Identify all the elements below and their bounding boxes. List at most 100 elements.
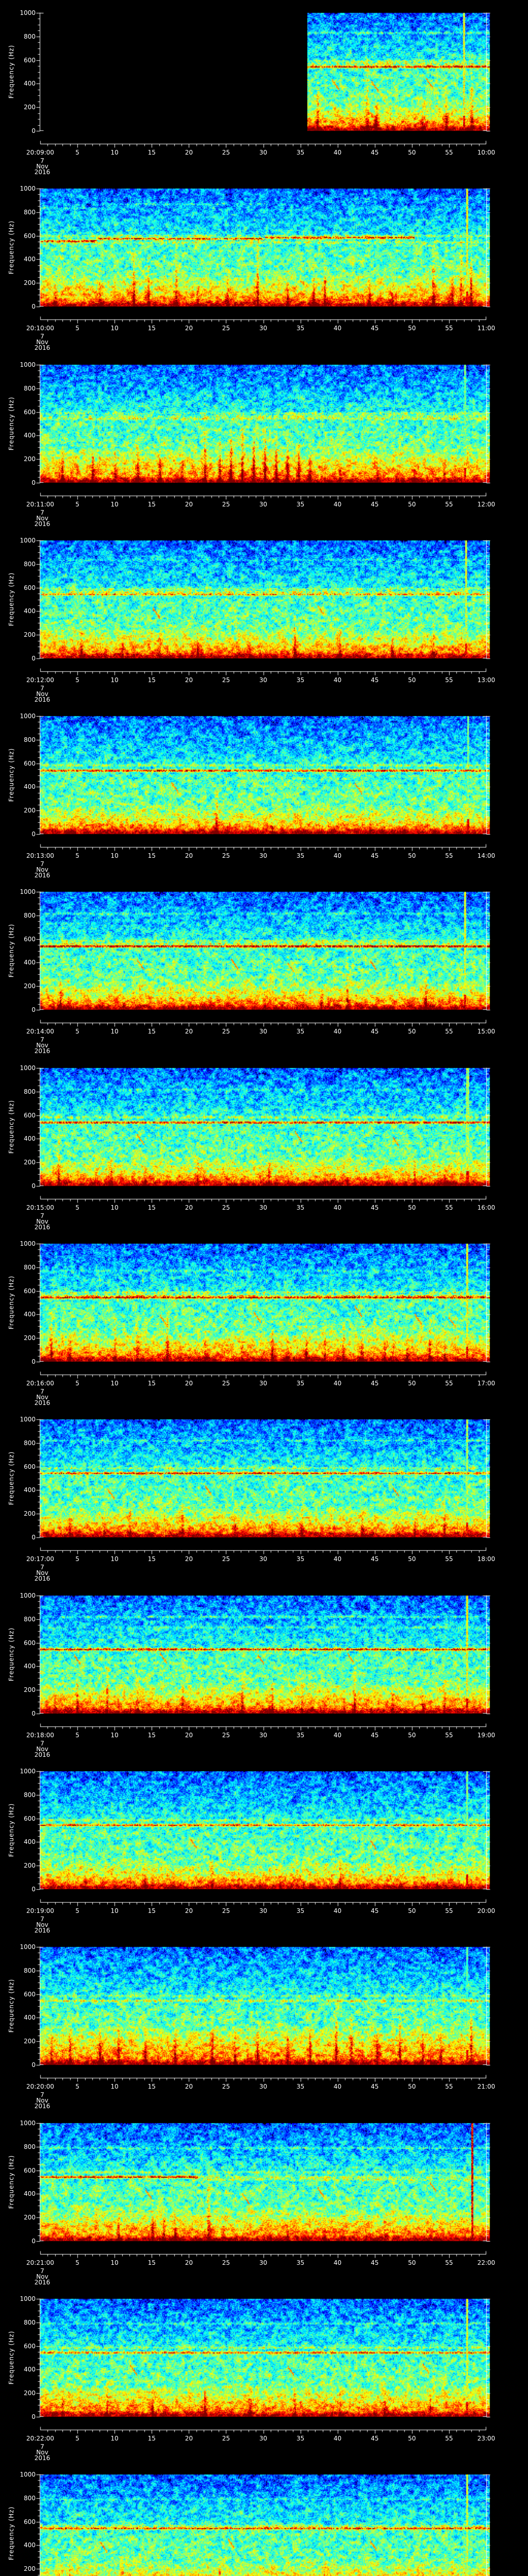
minute-tick-label: 55 [445, 1028, 453, 1035]
freq-tick-label: 400 [24, 1663, 36, 1670]
minute-tick-label: 50 [408, 1907, 416, 1914]
minute-tick-label: 5 [75, 149, 79, 156]
freq-tick-label: 600 [24, 232, 36, 240]
minute-tick-label: 5 [75, 676, 79, 684]
xaxis-end-time-label: 16:00 [477, 1204, 496, 1211]
freq-axis-title: Frequency (Hz) [8, 1451, 15, 1505]
freq-tick-label: 200 [24, 1862, 36, 1870]
minute-tick-label: 15 [147, 852, 156, 859]
date-day-label: 7 [40, 2091, 44, 2098]
freq-tick-label: 0 [31, 1006, 36, 1013]
date-month-label: Nov [36, 690, 48, 698]
freq-tick-label: 0 [31, 479, 36, 486]
freq-axis-title: Frequency (Hz) [8, 2330, 15, 2385]
freq-tick-label: 200 [24, 807, 36, 815]
minute-tick-label: 25 [222, 1732, 230, 1739]
freq-tick-label: 600 [24, 2342, 36, 2350]
freq-tick-label: 800 [24, 2318, 36, 2326]
minute-tick-label: 30 [259, 2083, 268, 2090]
spectrogram-panel: Frequency (Hz) 20:13:00 14:00 7 Nov 2016… [0, 703, 528, 879]
spectrogram-canvas [0, 1934, 528, 2110]
minute-tick-label: 45 [371, 325, 379, 332]
minute-tick-label: 5 [75, 1028, 79, 1035]
minute-tick-label: 15 [147, 1907, 156, 1914]
freq-tick-label: 600 [24, 1463, 36, 1470]
minute-tick-label: 30 [259, 2435, 268, 2442]
minute-tick-label: 35 [296, 676, 305, 684]
minute-tick-label: 10 [110, 2259, 119, 2266]
minute-tick-label: 40 [334, 676, 342, 684]
freq-tick-label: 200 [24, 279, 36, 287]
minute-tick-label: 35 [296, 1204, 305, 1211]
minute-tick-label: 5 [75, 1380, 79, 1387]
freq-tick-label: 1000 [20, 1768, 36, 1775]
freq-tick-label: 0 [31, 303, 36, 310]
freq-tick-label: 800 [24, 911, 36, 919]
minute-tick-label: 15 [147, 676, 156, 684]
freq-tick-label: 400 [24, 1486, 36, 1494]
xaxis-start-time-label: 20:10:00 [26, 325, 54, 332]
freq-tick-label: 1000 [20, 1064, 36, 1072]
minute-tick-label: 25 [222, 2083, 230, 2090]
minute-tick-label: 45 [371, 1907, 379, 1914]
freq-tick-label: 400 [24, 80, 36, 88]
minute-tick-label: 35 [296, 2435, 305, 2442]
date-day-label: 7 [40, 685, 44, 692]
freq-tick-label: 1000 [20, 1943, 36, 1951]
freq-tick-label: 1000 [20, 2295, 36, 2302]
minute-tick-label: 30 [259, 325, 268, 332]
minute-tick-label: 10 [110, 325, 119, 332]
minute-tick-label: 10 [110, 1204, 119, 1211]
freq-tick-label: 1000 [20, 2120, 36, 2127]
spectrogram-panel: Frequency (Hz) 20:23:00 24:00 7 Nov 2016… [0, 2462, 528, 2576]
freq-tick-label: 600 [24, 408, 36, 416]
date-month-label: Nov [36, 2273, 48, 2280]
minute-tick-label: 20 [185, 852, 193, 859]
minute-tick-label: 40 [334, 1907, 342, 1914]
minute-tick-label: 35 [296, 149, 305, 156]
minute-tick-label: 30 [259, 1028, 268, 1035]
minute-tick-label: 25 [222, 1380, 230, 1387]
minute-tick-label: 15 [147, 2435, 156, 2442]
minute-tick-label: 45 [371, 1732, 379, 1739]
minute-tick-label: 40 [334, 2435, 342, 2442]
spectrogram-canvas [0, 2286, 528, 2462]
minute-tick-label: 15 [147, 1028, 156, 1035]
minute-tick-label: 55 [445, 676, 453, 684]
date-month-label: Nov [36, 163, 48, 170]
freq-tick-label: 400 [24, 2541, 36, 2549]
freq-tick-label: 400 [24, 432, 36, 439]
date-year-label: 2016 [34, 872, 51, 879]
minute-tick-label: 20 [185, 1555, 193, 1563]
minute-tick-label: 55 [445, 2435, 453, 2442]
minute-tick-label: 20 [185, 149, 193, 156]
minute-tick-label: 15 [147, 1204, 156, 1211]
minute-tick-label: 20 [185, 2259, 193, 2266]
minute-tick-label: 30 [259, 149, 268, 156]
spectrogram-panel: Frequency (Hz) 20:16:00 17:00 7 Nov 2016… [0, 1231, 528, 1406]
freq-tick-label: 1000 [20, 888, 36, 895]
minute-tick-label: 30 [259, 1204, 268, 1211]
xaxis-start-time-label: 20:09:00 [26, 149, 54, 156]
minute-tick-label: 30 [259, 2259, 268, 2266]
freq-tick-label: 600 [24, 56, 36, 64]
date-year-label: 2016 [34, 2279, 51, 2286]
minute-tick-label: 35 [296, 2259, 305, 2266]
freq-tick-label: 800 [24, 2494, 36, 2502]
spectrogram-panel: Frequency (Hz) 20:22:00 23:00 7 Nov 2016… [0, 2286, 528, 2462]
minute-tick-label: 45 [371, 676, 379, 684]
freq-tick-label: 400 [24, 256, 36, 263]
minute-tick-label: 25 [222, 325, 230, 332]
freq-tick-label: 0 [31, 2238, 36, 2245]
spectrogram-canvas [0, 1231, 528, 1406]
minute-tick-label: 5 [75, 325, 79, 332]
freq-axis-title: Frequency (Hz) [8, 44, 15, 99]
spectrogram-canvas [0, 703, 528, 879]
minute-tick-label: 25 [222, 2435, 230, 2442]
minute-tick-label: 25 [222, 1555, 230, 1563]
minute-tick-label: 45 [371, 852, 379, 859]
minute-tick-label: 50 [408, 1380, 416, 1387]
date-year-label: 2016 [34, 1047, 51, 1055]
date-month-label: Nov [36, 1921, 48, 1928]
date-year-label: 2016 [34, 2103, 51, 2110]
